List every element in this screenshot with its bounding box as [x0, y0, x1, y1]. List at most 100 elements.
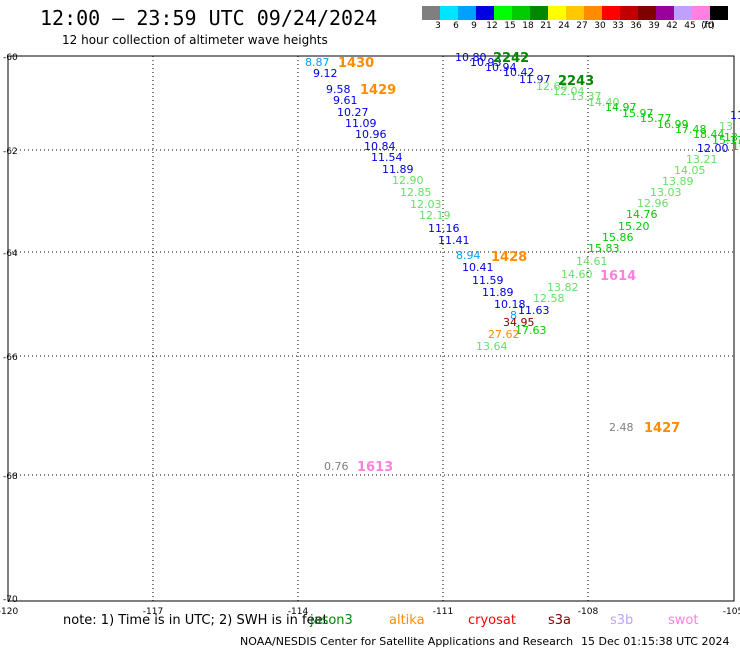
wave-height-value: 16.99 [657, 118, 689, 131]
legend-swatch [692, 6, 710, 20]
wave-height-value: 13.5 [724, 131, 740, 144]
pass-time-label: 1430 [338, 56, 374, 71]
wave-height-value: 8 [510, 309, 517, 322]
legend-swatch [584, 6, 602, 20]
wave-height-value: 12.68 [536, 80, 568, 93]
pass-time-label: 2242 [493, 51, 529, 66]
legend-tick-label: 21 [540, 21, 552, 31]
wave-height-value: 27.62 [488, 328, 520, 341]
longitude-label: -114 [288, 607, 309, 617]
legend-tick-label: 70 [702, 21, 714, 31]
wave-height-value: 9.61 [333, 94, 358, 107]
longitude-label: -120 [0, 607, 18, 617]
wave-height-value: 0.76 [324, 460, 349, 473]
wave-height-value: 8.87 [305, 56, 330, 69]
legend-swatch [494, 6, 512, 20]
pass-time-label: 1614 [600, 269, 636, 284]
legend-swatch [422, 6, 440, 20]
wave-height-value: 12.90 [392, 174, 424, 187]
wave-height-value: 13.82 [547, 281, 579, 294]
wave-height-value: 14.97 [605, 101, 637, 114]
legend-swatch [548, 6, 566, 20]
legend-unit: (ft) [701, 21, 715, 31]
wave-height-value: 12.96 [637, 197, 669, 210]
longitude-label: -117 [143, 607, 163, 617]
wave-height-value: 14.60 [561, 268, 593, 281]
footer-note: note: 1) Time is in UTC; 2) SWH is in fe… [63, 613, 328, 628]
wave-height-value: 15.86 [602, 231, 634, 244]
wave-height-value: 11.16 [428, 222, 460, 235]
legend-swatch [620, 6, 638, 20]
pass-time-label: 1613 [357, 460, 393, 475]
wave-height-value: 14.61 [576, 255, 608, 268]
wave-height-value: 13.64 [476, 340, 508, 353]
wave-height-value: 2.48 [609, 421, 634, 434]
map-frame [7, 55, 735, 602]
legend-swatch [440, 6, 458, 20]
color-legend-labels: 3 6 9 12 15 18 21 24 27 30 33 36 39 42 45 70 (ft) [422, 21, 740, 33]
wave-height-value: 17.48 [675, 123, 707, 136]
wave-height-value: 15.83 [588, 242, 620, 255]
wave-height-value: 16 [732, 140, 740, 153]
legend-swatch [512, 6, 530, 20]
color-legend-bar [422, 6, 728, 20]
pass-time-label: 1429 [360, 83, 396, 98]
wave-height-value: 15.20 [618, 220, 650, 233]
wave-height-value: 13.03 [650, 186, 682, 199]
legend-tick-label: 42 [666, 21, 678, 31]
legend-swatch [566, 6, 584, 20]
wave-height-value: 10.41 [462, 261, 494, 274]
wave-height-value: 15.17 [712, 134, 740, 147]
legend-swatch [710, 6, 728, 20]
legend-tick-label: 18 [522, 21, 534, 31]
legend-swatch [458, 6, 476, 20]
wave-height-value: 12.03 [410, 198, 442, 211]
wave-height-value: 11 [730, 109, 740, 122]
longitude-label: -111 [433, 607, 453, 617]
wave-height-value: 10.80 [455, 51, 487, 64]
legend-tick-label: 24 [558, 21, 570, 31]
generation-timestamp: 15 Dec 01:15:38 UTC 2024 [581, 635, 730, 648]
wave-height-value: 14.76 [626, 208, 658, 221]
wave-height-value: 11.59 [472, 274, 504, 287]
legend-tick-label: 36 [630, 21, 642, 31]
legend-tick-label: 39 [648, 21, 660, 31]
wave-height-value: 13.37 [570, 90, 602, 103]
wave-height-value: 11.89 [482, 286, 514, 299]
wave-height-value: 11.63 [518, 304, 550, 317]
wave-height-value: 10.84 [364, 140, 396, 153]
latitude-label: -60 [3, 53, 18, 63]
wave-height-value: 10.27 [337, 106, 369, 119]
legend-tick-label: 45 [684, 21, 696, 31]
wave-height-value: 13.89 [662, 175, 694, 188]
legend-tick-label: 6 [453, 21, 459, 31]
satellite-legend-s3a: s3a [548, 613, 572, 628]
wave-height-value: 10.96 [355, 128, 387, 141]
wave-height-value: 8.94 [456, 249, 481, 262]
legend-swatch [674, 6, 692, 20]
legend-tick-label: 9 [471, 21, 477, 31]
satellite-legend-s3b: s3b [610, 613, 634, 628]
satellite-legend-cryosat: cryosat [468, 613, 516, 628]
legend-swatch [638, 6, 656, 20]
legend-swatch [656, 6, 674, 20]
pass-time-label: 1427 [644, 421, 680, 436]
credit-line: NOAA/NESDIS Center for Satellite Applica… [240, 635, 574, 648]
wave-height-value: 11.97 [519, 73, 551, 86]
legend-swatch [602, 6, 620, 20]
satellite-legend-jason3: jason3 [310, 613, 353, 628]
wave-height-value: 11.89 [382, 163, 414, 176]
longitude-label: -105 [723, 607, 740, 617]
legend-swatch [530, 6, 548, 20]
legend-tick-label: 33 [612, 21, 624, 31]
wave-height-value: 11.41 [438, 234, 470, 247]
wave-height-value: 11.54 [371, 151, 403, 164]
satellite-legend-altika: altika [389, 613, 425, 628]
legend-tick-label: 30 [594, 21, 606, 31]
wave-height-value: 13 [719, 120, 733, 133]
wave-height-value: 12.00 [697, 142, 729, 155]
legend-tick-label: 15 [504, 21, 516, 31]
page-subtitle: 12 hour collection of altimeter wave hei… [62, 33, 328, 47]
page-title: 12:00 – 23:59 UTC 09/24/2024 [40, 6, 378, 30]
latitude-label: -70 [3, 595, 18, 605]
